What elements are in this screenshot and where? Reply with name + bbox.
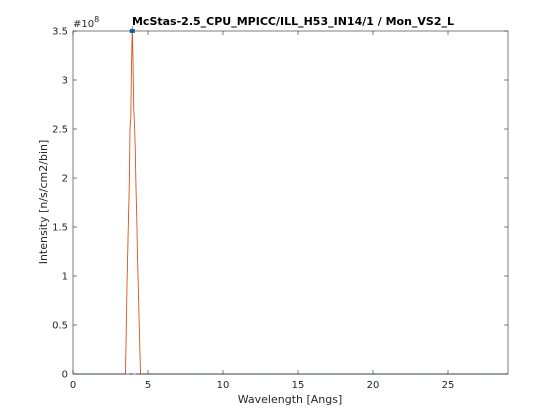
y-tick-label-0: 0 — [62, 370, 68, 381]
x-axis-ticks: 0 5 10 15 20 25 — [70, 31, 455, 391]
x-tick-label-3: 15 — [292, 380, 305, 391]
chart-title: McStas-2.5_CPU_MPICC/ILL_H53_IN14/1 / Mo… — [132, 15, 454, 28]
y-axis-ticks: 0 0.5 1 1.5 2 2.5 3 3.5 — [52, 27, 508, 381]
plot-area — [73, 31, 508, 374]
y-tick-label-7: 3.5 — [52, 27, 68, 38]
y-tick-label-5: 2.5 — [52, 125, 68, 136]
x-tick-label-2: 10 — [217, 380, 230, 391]
x-axis-label: Wavelength [Angs] — [238, 393, 343, 406]
y-tick-label-2: 1 — [62, 272, 68, 283]
y-axis-label: Intensity [n/s/cm2/bin] — [37, 140, 50, 265]
x-tick-label-5: 25 — [442, 380, 455, 391]
y-axis-exponent-base: #10 — [73, 19, 94, 30]
plot-frame — [72, 30, 509, 375]
y-tick-label-3: 1.5 — [52, 223, 68, 234]
y-axis-exponent: #108 — [73, 15, 99, 30]
x-tick-label-0: 0 — [70, 380, 76, 391]
y-tick-label-6: 3 — [62, 76, 68, 87]
series-line-0 — [73, 26, 508, 375]
y-axis-exponent-power: 8 — [94, 15, 99, 24]
x-tick-label-4: 20 — [367, 380, 380, 391]
y-tick-label-1: 0.5 — [52, 321, 68, 332]
x-tick-label-1: 5 — [145, 380, 151, 391]
y-tick-label-4: 2 — [62, 174, 68, 185]
